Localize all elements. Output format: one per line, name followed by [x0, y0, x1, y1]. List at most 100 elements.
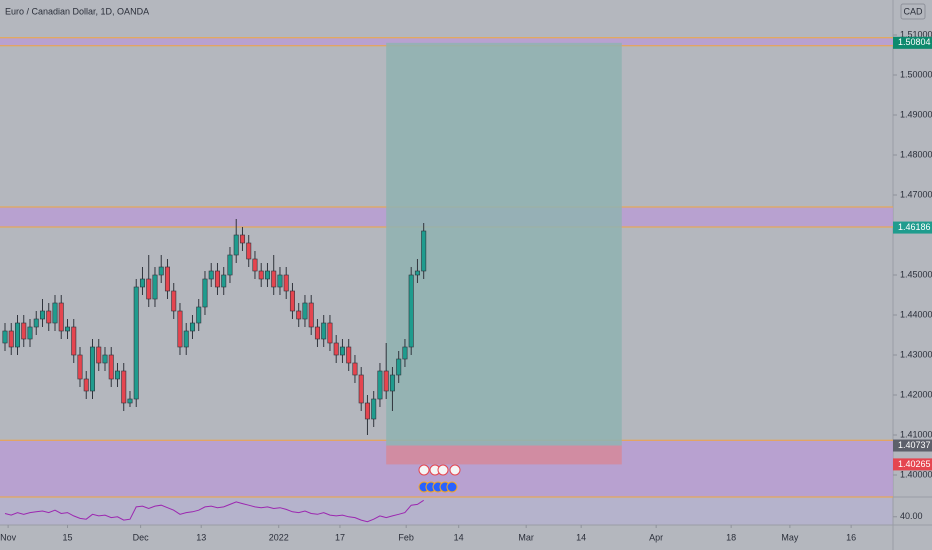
- y-tick-label: 1.41000: [900, 429, 932, 439]
- x-tick-label: Dec: [133, 532, 150, 542]
- candle-body: [377, 370, 383, 400]
- candle-body: [396, 358, 402, 376]
- candle-body: [277, 274, 283, 288]
- candle-body: [221, 274, 227, 288]
- candle-body: [333, 342, 339, 356]
- candle-body: [302, 302, 308, 320]
- price-label: 1.46186: [898, 222, 931, 232]
- candle-body: [89, 346, 95, 392]
- candle-body: [108, 354, 114, 380]
- candle-body: [33, 318, 39, 328]
- rsi-line: [4, 499, 424, 523]
- price-label-box: [893, 439, 932, 452]
- candle-body: [252, 258, 258, 272]
- candle-body: [421, 230, 427, 272]
- x-tick-label: 14: [454, 532, 464, 542]
- event-icons: [418, 464, 461, 493]
- candle-body: [121, 370, 127, 404]
- loss-zone: [386, 445, 622, 465]
- price-label: 1.40265: [898, 459, 931, 469]
- candle-body: [283, 274, 289, 292]
- chart-title: Euro / Canadian Dollar, 1D, OANDA: [5, 6, 149, 16]
- candle-body: [183, 330, 189, 348]
- x-tick-label: Nov: [0, 532, 17, 542]
- candle-body: [308, 302, 314, 328]
- price-label-box: [893, 36, 932, 49]
- candle-body: [52, 302, 58, 324]
- currency-box[interactable]: [900, 3, 926, 20]
- y-tick-label: 1.43000: [900, 349, 932, 359]
- candle-body: [346, 346, 352, 364]
- price-label-box: [893, 221, 932, 234]
- x-tick-label: 14: [576, 532, 586, 542]
- candle-body: [64, 326, 70, 332]
- candle-body: [46, 310, 52, 324]
- candle-body: [233, 234, 239, 256]
- candle-body: [314, 326, 320, 340]
- candle-body: [239, 234, 245, 244]
- x-tick-label: Apr: [649, 532, 663, 542]
- x-tick-label: 16: [846, 532, 856, 542]
- candle-body: [339, 346, 345, 356]
- candle-body: [171, 290, 177, 312]
- x-tick-label: 15: [62, 532, 72, 542]
- candle-body: [152, 274, 158, 300]
- candle-body: [271, 270, 277, 288]
- zone: [0, 37, 893, 46]
- candle-body: [208, 270, 214, 280]
- candle-body: [71, 326, 77, 356]
- candle-body: [139, 278, 145, 288]
- candle-body: [27, 326, 33, 340]
- y-tick-label: 1.49000: [900, 109, 932, 119]
- candle-body: [371, 398, 377, 420]
- candle-body: [177, 310, 183, 348]
- price-label-box: [893, 458, 932, 471]
- x-tick-label: Feb: [398, 532, 414, 542]
- candle-body: [414, 270, 420, 276]
- candle-body: [39, 310, 45, 320]
- candle-body: [352, 362, 358, 376]
- event-icon[interactable]: [437, 464, 449, 476]
- candle-body: [146, 278, 152, 300]
- y-tick-label: 1.40000: [900, 469, 932, 479]
- y-tick-label: 1.47000: [900, 189, 932, 199]
- candle-body: [258, 270, 264, 280]
- candle-body: [2, 330, 8, 344]
- x-tick-label: Mar: [518, 532, 534, 542]
- candle-body: [327, 322, 333, 344]
- y-tick-label: 1.50000: [900, 69, 932, 79]
- event-icon[interactable]: [418, 464, 430, 476]
- candle-body: [296, 310, 302, 320]
- candle-body: [21, 322, 27, 340]
- candle-body: [389, 374, 395, 392]
- rsi-pane: [0, 497, 893, 525]
- candle-body: [158, 266, 164, 276]
- event-icon[interactable]: [449, 464, 461, 476]
- x-tick-label: May: [781, 532, 799, 542]
- candle-body: [77, 354, 83, 380]
- candle-body: [383, 370, 389, 392]
- candle-body: [289, 290, 295, 312]
- price-label: 1.40737: [898, 440, 931, 450]
- rsi-tick-label: 40.00: [900, 511, 923, 521]
- candle-body: [358, 374, 364, 404]
- y-tick-label: 1.51000: [900, 29, 932, 39]
- candle-body: [83, 378, 89, 392]
- y-tick-label: 1.45000: [900, 269, 932, 279]
- candle-body: [321, 322, 327, 340]
- candle-body: [364, 402, 370, 420]
- candle-body: [58, 302, 64, 332]
- event-icon[interactable]: [446, 481, 458, 493]
- candle-body: [202, 278, 208, 308]
- currency: CAD: [903, 6, 923, 16]
- candle-body: [246, 242, 252, 260]
- candle-body: [227, 254, 233, 276]
- price-label: 1.50804: [898, 37, 931, 47]
- y-tick-label: 1.42000: [900, 389, 932, 399]
- candle-body: [96, 346, 102, 364]
- x-tick-label: 17: [335, 532, 345, 542]
- candle-body: [114, 370, 120, 380]
- x-tick-label: 18: [726, 532, 736, 542]
- x-tick-label: 13: [196, 532, 206, 542]
